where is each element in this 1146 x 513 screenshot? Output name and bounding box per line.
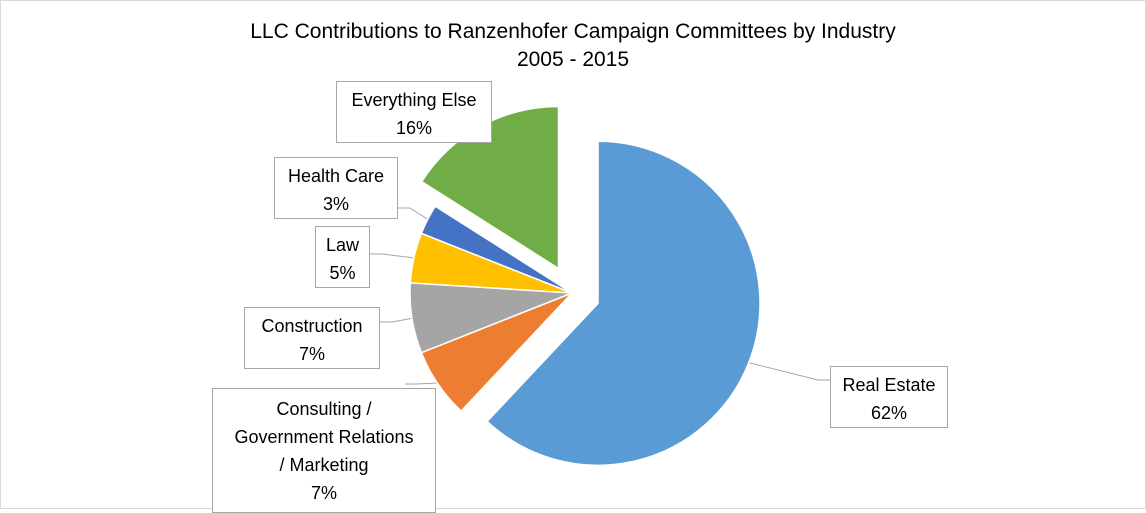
data-label-law: Law 5% <box>315 226 370 288</box>
leader-line-construction <box>380 317 415 323</box>
slice-label: Health Care <box>287 166 385 186</box>
data-label-consulting: Consulting / Government Relations / Mark… <box>212 388 436 513</box>
leader-line-health-care <box>398 207 430 221</box>
slice-label: Real Estate <box>842 375 936 395</box>
slice-percent: 62% <box>870 403 908 423</box>
slice-percent: 3% <box>322 194 349 214</box>
chart-subtitle: 2005 - 2015 <box>516 48 630 71</box>
slice-label-line-3: / Marketing <box>279 455 369 475</box>
data-label-real-estate: Real Estate 62% <box>830 366 948 428</box>
slice-label: Everything Else <box>351 90 477 110</box>
slice-percent: 7% <box>298 344 325 364</box>
chart-title: LLC Contributions to Ranzenhofer Campaig… <box>250 20 896 43</box>
leader-line-law <box>370 253 416 259</box>
data-label-health-care: Health Care 3% <box>274 157 398 219</box>
data-label-everything-else: Everything Else 16% <box>336 81 492 143</box>
slice-label-line-1: Consulting / <box>276 399 372 419</box>
slice-percent: 16% <box>395 118 433 138</box>
chart-title-block: LLC Contributions to Ranzenhofer Campaig… <box>0 18 1146 74</box>
pie-slice-real-estate <box>486 140 761 467</box>
leader-line-real-estate <box>746 361 830 381</box>
data-label-construction: Construction 7% <box>244 307 380 369</box>
leader-line-consulting-government-relations-marketing <box>405 382 440 385</box>
slice-percent: 5% <box>329 263 356 283</box>
pie-slice-health-care <box>420 205 573 294</box>
slice-label: Law <box>325 235 360 255</box>
slice-label: Construction <box>261 316 363 336</box>
slice-percent: 7% <box>310 483 337 503</box>
slice-label-line-2: Government Relations <box>234 427 414 447</box>
pie-slices <box>409 105 761 467</box>
